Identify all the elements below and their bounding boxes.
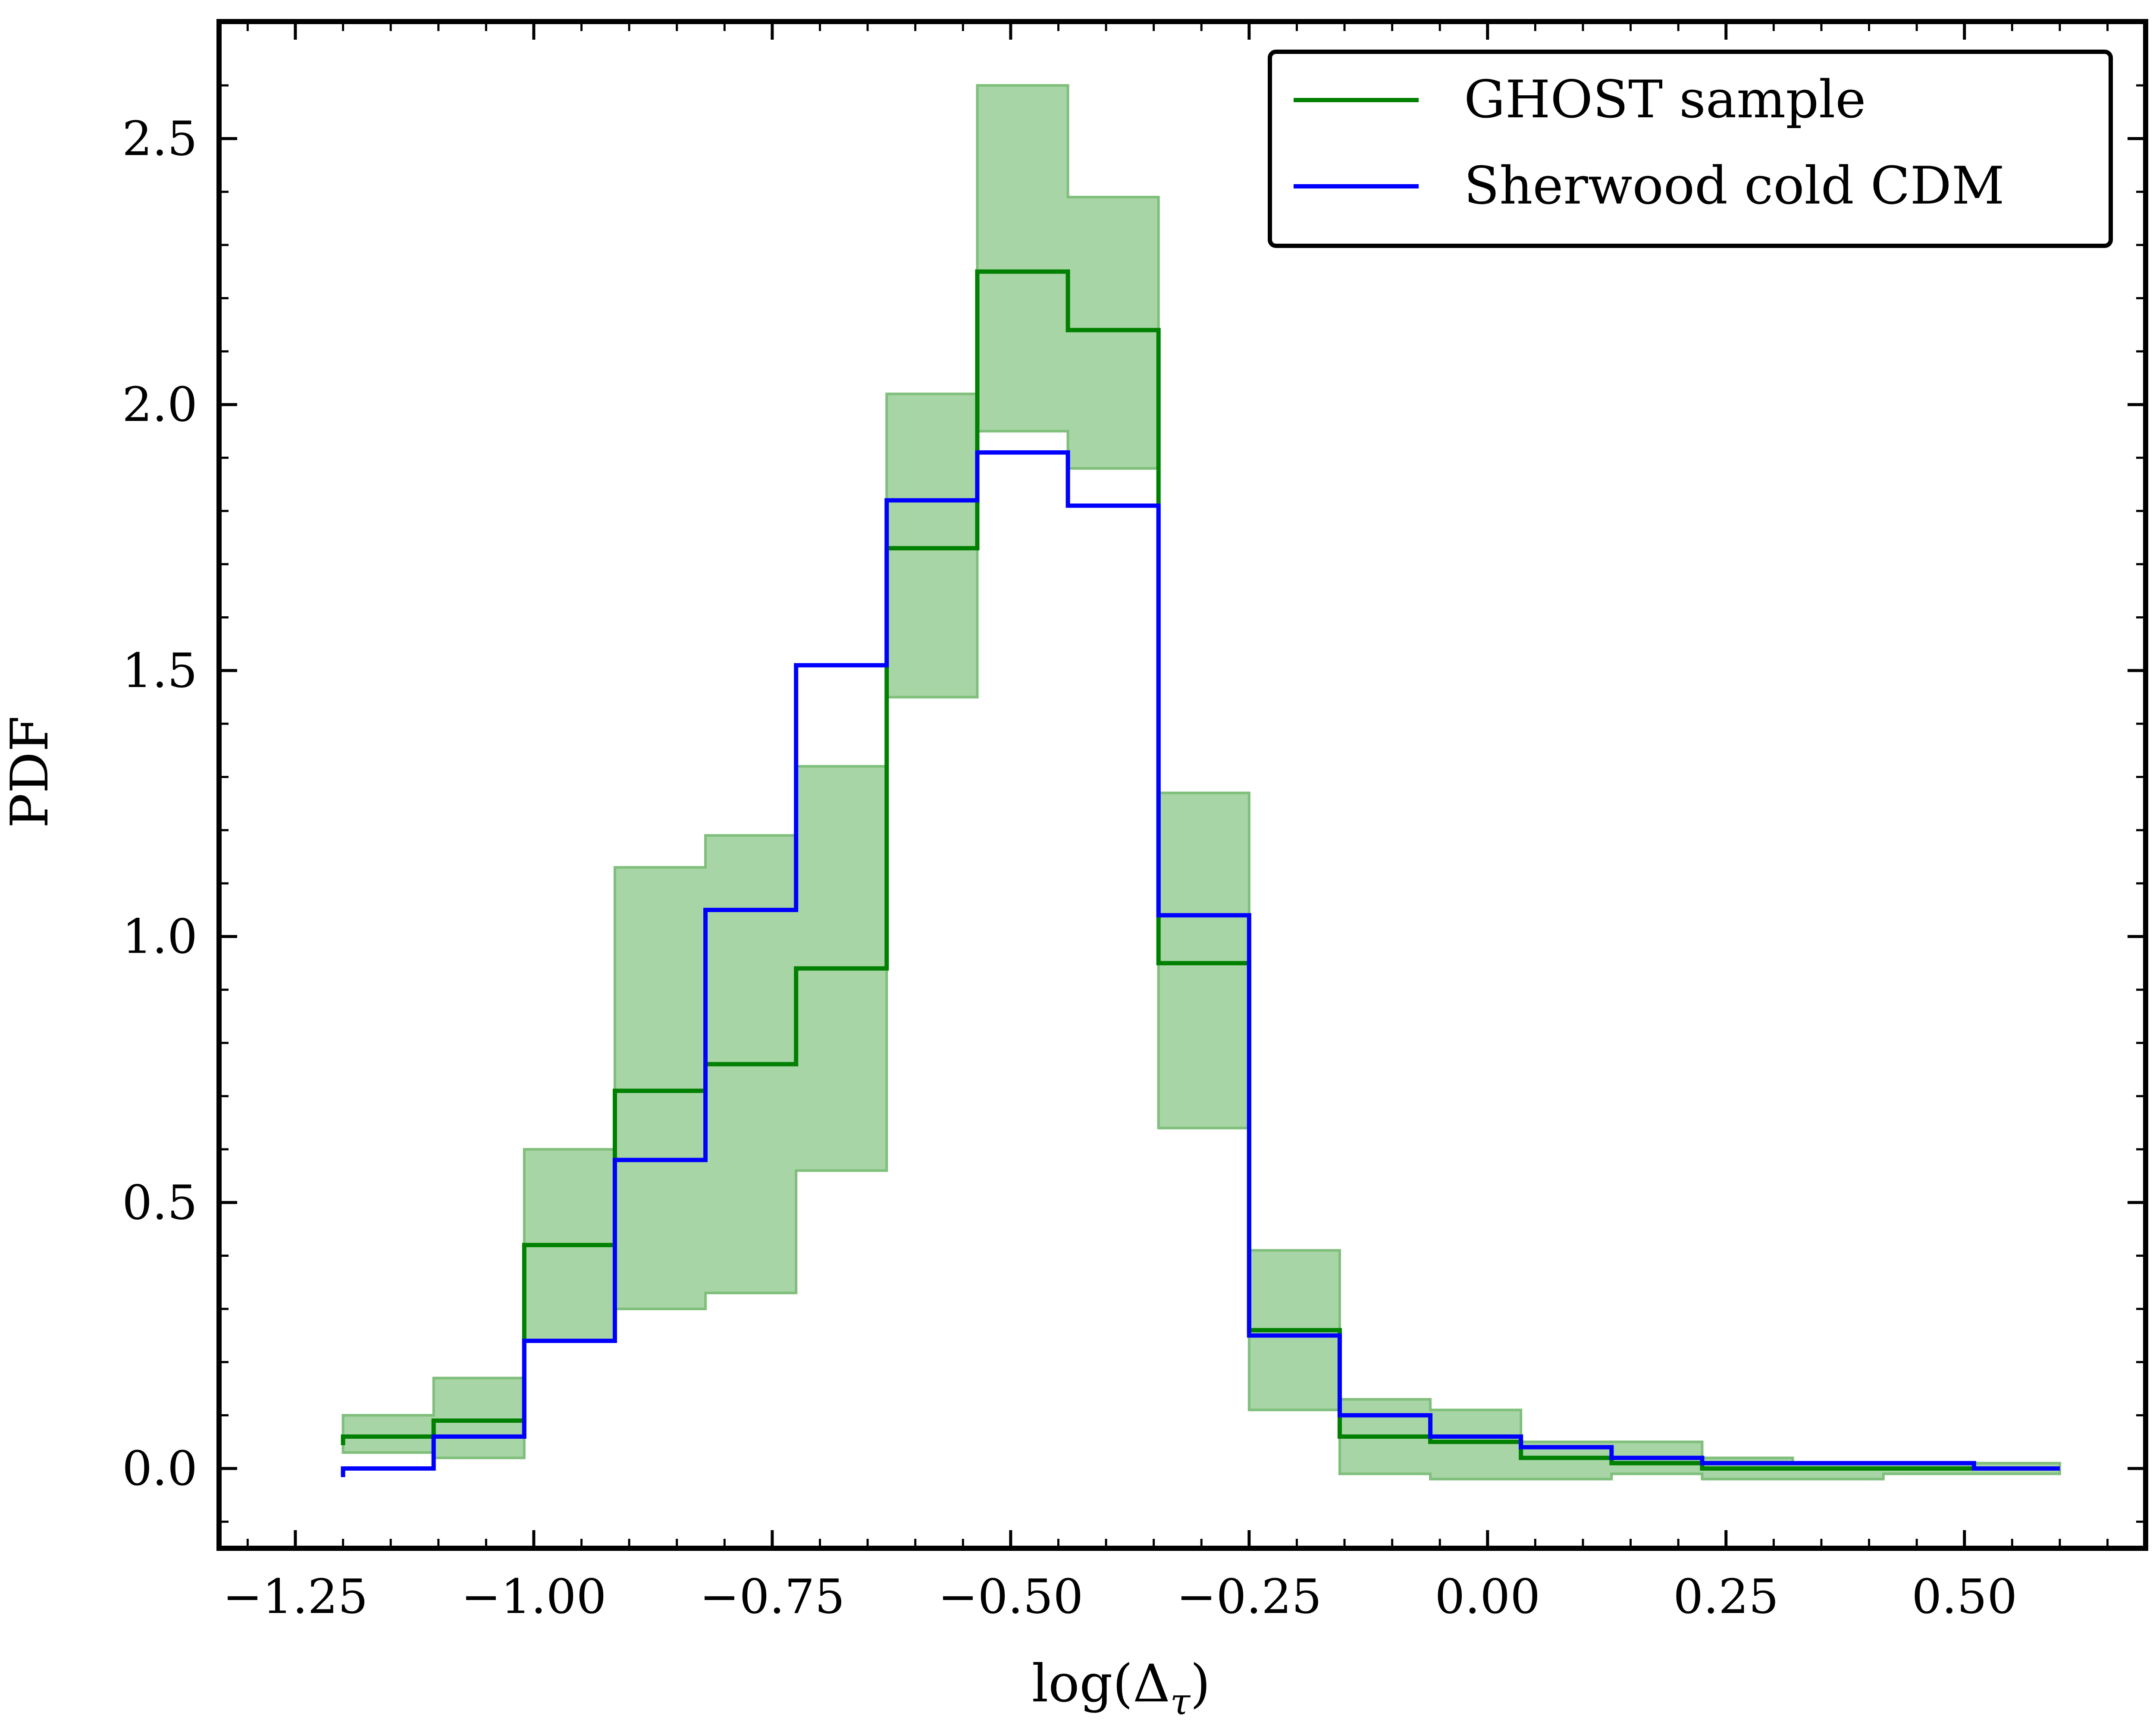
x-tick-label: −0.50 [938, 1569, 1083, 1624]
x-tick-label: −0.75 [699, 1569, 845, 1624]
y-axis-label: PDF [0, 716, 60, 828]
y-tick-label: 2.5 [122, 111, 197, 166]
plot-frame [216, 19, 2148, 1551]
y-tick-label: 1.0 [122, 909, 197, 964]
x-tick-labels: −1.25 −1.00 −0.75 −0.50 −0.25 0.00 0.25 0.50 [222, 1569, 2017, 1624]
error-bands [342, 84, 2061, 1481]
x-tick-label: −0.25 [1176, 1569, 1322, 1624]
x-tick-label: 0.00 [1435, 1569, 1540, 1624]
y-tick-label: 1.5 [122, 643, 197, 698]
x-axis-label: log(Δτ) [1032, 1654, 1210, 1723]
x-tick-label: 0.50 [1912, 1569, 2017, 1624]
x-tick-label: 0.25 [1673, 1569, 1779, 1624]
legend-box [1268, 50, 2113, 248]
y-tick-labels: 0.0 0.5 1.0 1.5 2.0 2.5 [122, 111, 197, 1496]
y-tick-label: 2.0 [122, 377, 197, 432]
y-tick-label: 0.5 [122, 1175, 197, 1230]
series-line-0 [341, 269, 2060, 1471]
series-lines [341, 269, 2060, 1477]
legend-label-sherwood: Sherwood cold CDM [1464, 156, 2005, 216]
y-tick-label: 0.0 [122, 1441, 197, 1496]
x-tick-label: −1.25 [222, 1569, 368, 1624]
legend: GHOST sample Sherwood cold CDM [1268, 50, 2113, 248]
x-tick-label: −1.00 [461, 1569, 606, 1624]
series-line-1 [341, 450, 2060, 1477]
axis-ticks [219, 22, 2146, 1548]
legend-label-ghost: GHOST sample [1464, 70, 1866, 130]
ghost-uncertainty-band [342, 84, 2061, 1481]
